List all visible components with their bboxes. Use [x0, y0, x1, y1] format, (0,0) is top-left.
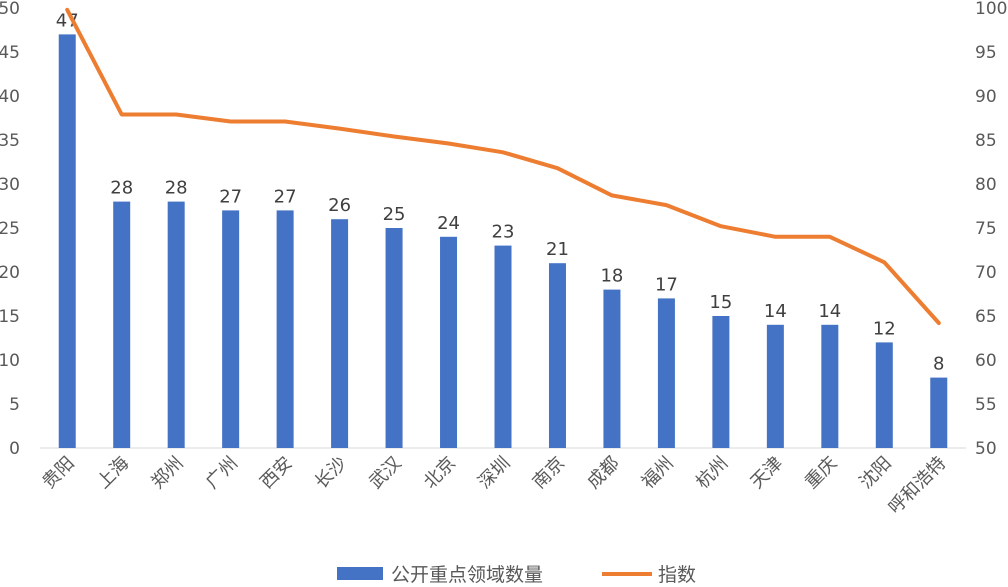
right-tick-label: 60	[975, 351, 997, 371]
left-tick-label: 20	[0, 263, 20, 283]
bar-data-label: 25	[383, 204, 406, 225]
left-axis-ticks: 0 5 10 15 20 25 30 35 40 45 50	[0, 0, 20, 459]
bar-data-label: 18	[600, 266, 623, 287]
category-label: 南京	[529, 453, 569, 493]
category-label: 武汉	[365, 453, 405, 493]
right-tick-label: 50	[975, 439, 997, 459]
category-label: 北京	[420, 453, 460, 493]
left-tick-label: 10	[0, 351, 20, 371]
left-tick-label: 30	[0, 175, 20, 195]
category-label: 杭州	[692, 453, 732, 493]
bar	[440, 236, 458, 448]
bar	[331, 219, 349, 448]
bar-data-label: 28	[165, 178, 188, 199]
bar	[766, 324, 784, 448]
right-tick-label: 95	[975, 43, 997, 63]
bar-data-label: 14	[818, 301, 841, 322]
bar	[930, 377, 948, 448]
category-label: 西安	[256, 453, 296, 493]
bar-data-label: 27	[219, 186, 242, 207]
bar	[875, 342, 893, 448]
bar-data-label: 8	[933, 354, 944, 375]
index-line	[65, 7, 941, 325]
category-label: 重庆	[801, 453, 841, 493]
bar	[657, 298, 675, 448]
bar	[167, 201, 185, 448]
bar-data-label: 14	[764, 301, 787, 322]
bar	[113, 201, 131, 448]
bar	[222, 210, 240, 448]
bar	[548, 263, 566, 448]
legend-bar-swatch	[337, 567, 383, 580]
bar-data-label: 24	[437, 213, 460, 234]
bar-data-label: 28	[110, 178, 133, 199]
legend-bar-label: 公开重点领域数量	[391, 564, 543, 586]
bar-data-labels: 47 28 28 27 27 26 25 24 23 21 18 17 15 14 14 12 8	[56, 10, 945, 374]
right-tick-label: 85	[975, 131, 997, 151]
bar-series	[58, 34, 948, 449]
left-tick-label: 40	[0, 87, 20, 107]
left-tick-label: 45	[0, 43, 20, 63]
bar	[821, 324, 839, 448]
left-tick-label: 0	[9, 439, 20, 459]
bar-data-label: 26	[328, 195, 351, 216]
category-label: 贵阳	[38, 453, 78, 493]
right-tick-label: 80	[975, 175, 997, 195]
right-tick-label: 65	[975, 307, 997, 327]
left-tick-label: 35	[0, 131, 20, 151]
bar	[276, 210, 294, 448]
bar-data-label: 23	[492, 222, 515, 243]
line-series	[65, 7, 941, 325]
bar	[603, 289, 621, 448]
category-label: 上海	[93, 453, 133, 493]
right-tick-label: 75	[975, 219, 997, 239]
category-label: 成都	[583, 453, 623, 493]
bar-data-label: 27	[274, 186, 297, 207]
bar-data-label: 47	[56, 10, 79, 31]
left-tick-label: 5	[9, 395, 20, 415]
bar	[385, 228, 403, 448]
left-tick-label: 15	[0, 307, 20, 327]
category-label: 广州	[202, 453, 242, 493]
category-label: 长沙	[311, 453, 351, 493]
bar-data-label: 15	[709, 292, 732, 313]
left-tick-label: 50	[0, 0, 20, 19]
category-label: 深圳	[474, 453, 514, 493]
bar-data-label: 12	[873, 318, 896, 339]
left-tick-label: 25	[0, 219, 20, 239]
bar	[494, 245, 512, 448]
right-axis-ticks: 50 55 60 65 70 75 80 85 90 95 100	[975, 0, 1007, 459]
legend: 公开重点领域数量 指数	[337, 564, 696, 586]
category-label: 呼和浩特	[885, 453, 951, 519]
right-tick-label: 70	[975, 263, 997, 283]
right-tick-label: 90	[975, 87, 997, 107]
category-label: 天津	[747, 453, 787, 493]
category-label: 福州	[638, 453, 678, 493]
category-label: 郑州	[147, 453, 187, 493]
right-tick-label: 55	[975, 395, 997, 415]
right-tick-label: 100	[975, 0, 1007, 19]
legend-line-label: 指数	[658, 564, 696, 586]
bar	[712, 316, 730, 448]
bar	[58, 34, 76, 449]
category-label: 沈阳	[856, 453, 896, 493]
bar-data-label: 21	[546, 239, 569, 260]
bar-data-label: 17	[655, 274, 678, 295]
